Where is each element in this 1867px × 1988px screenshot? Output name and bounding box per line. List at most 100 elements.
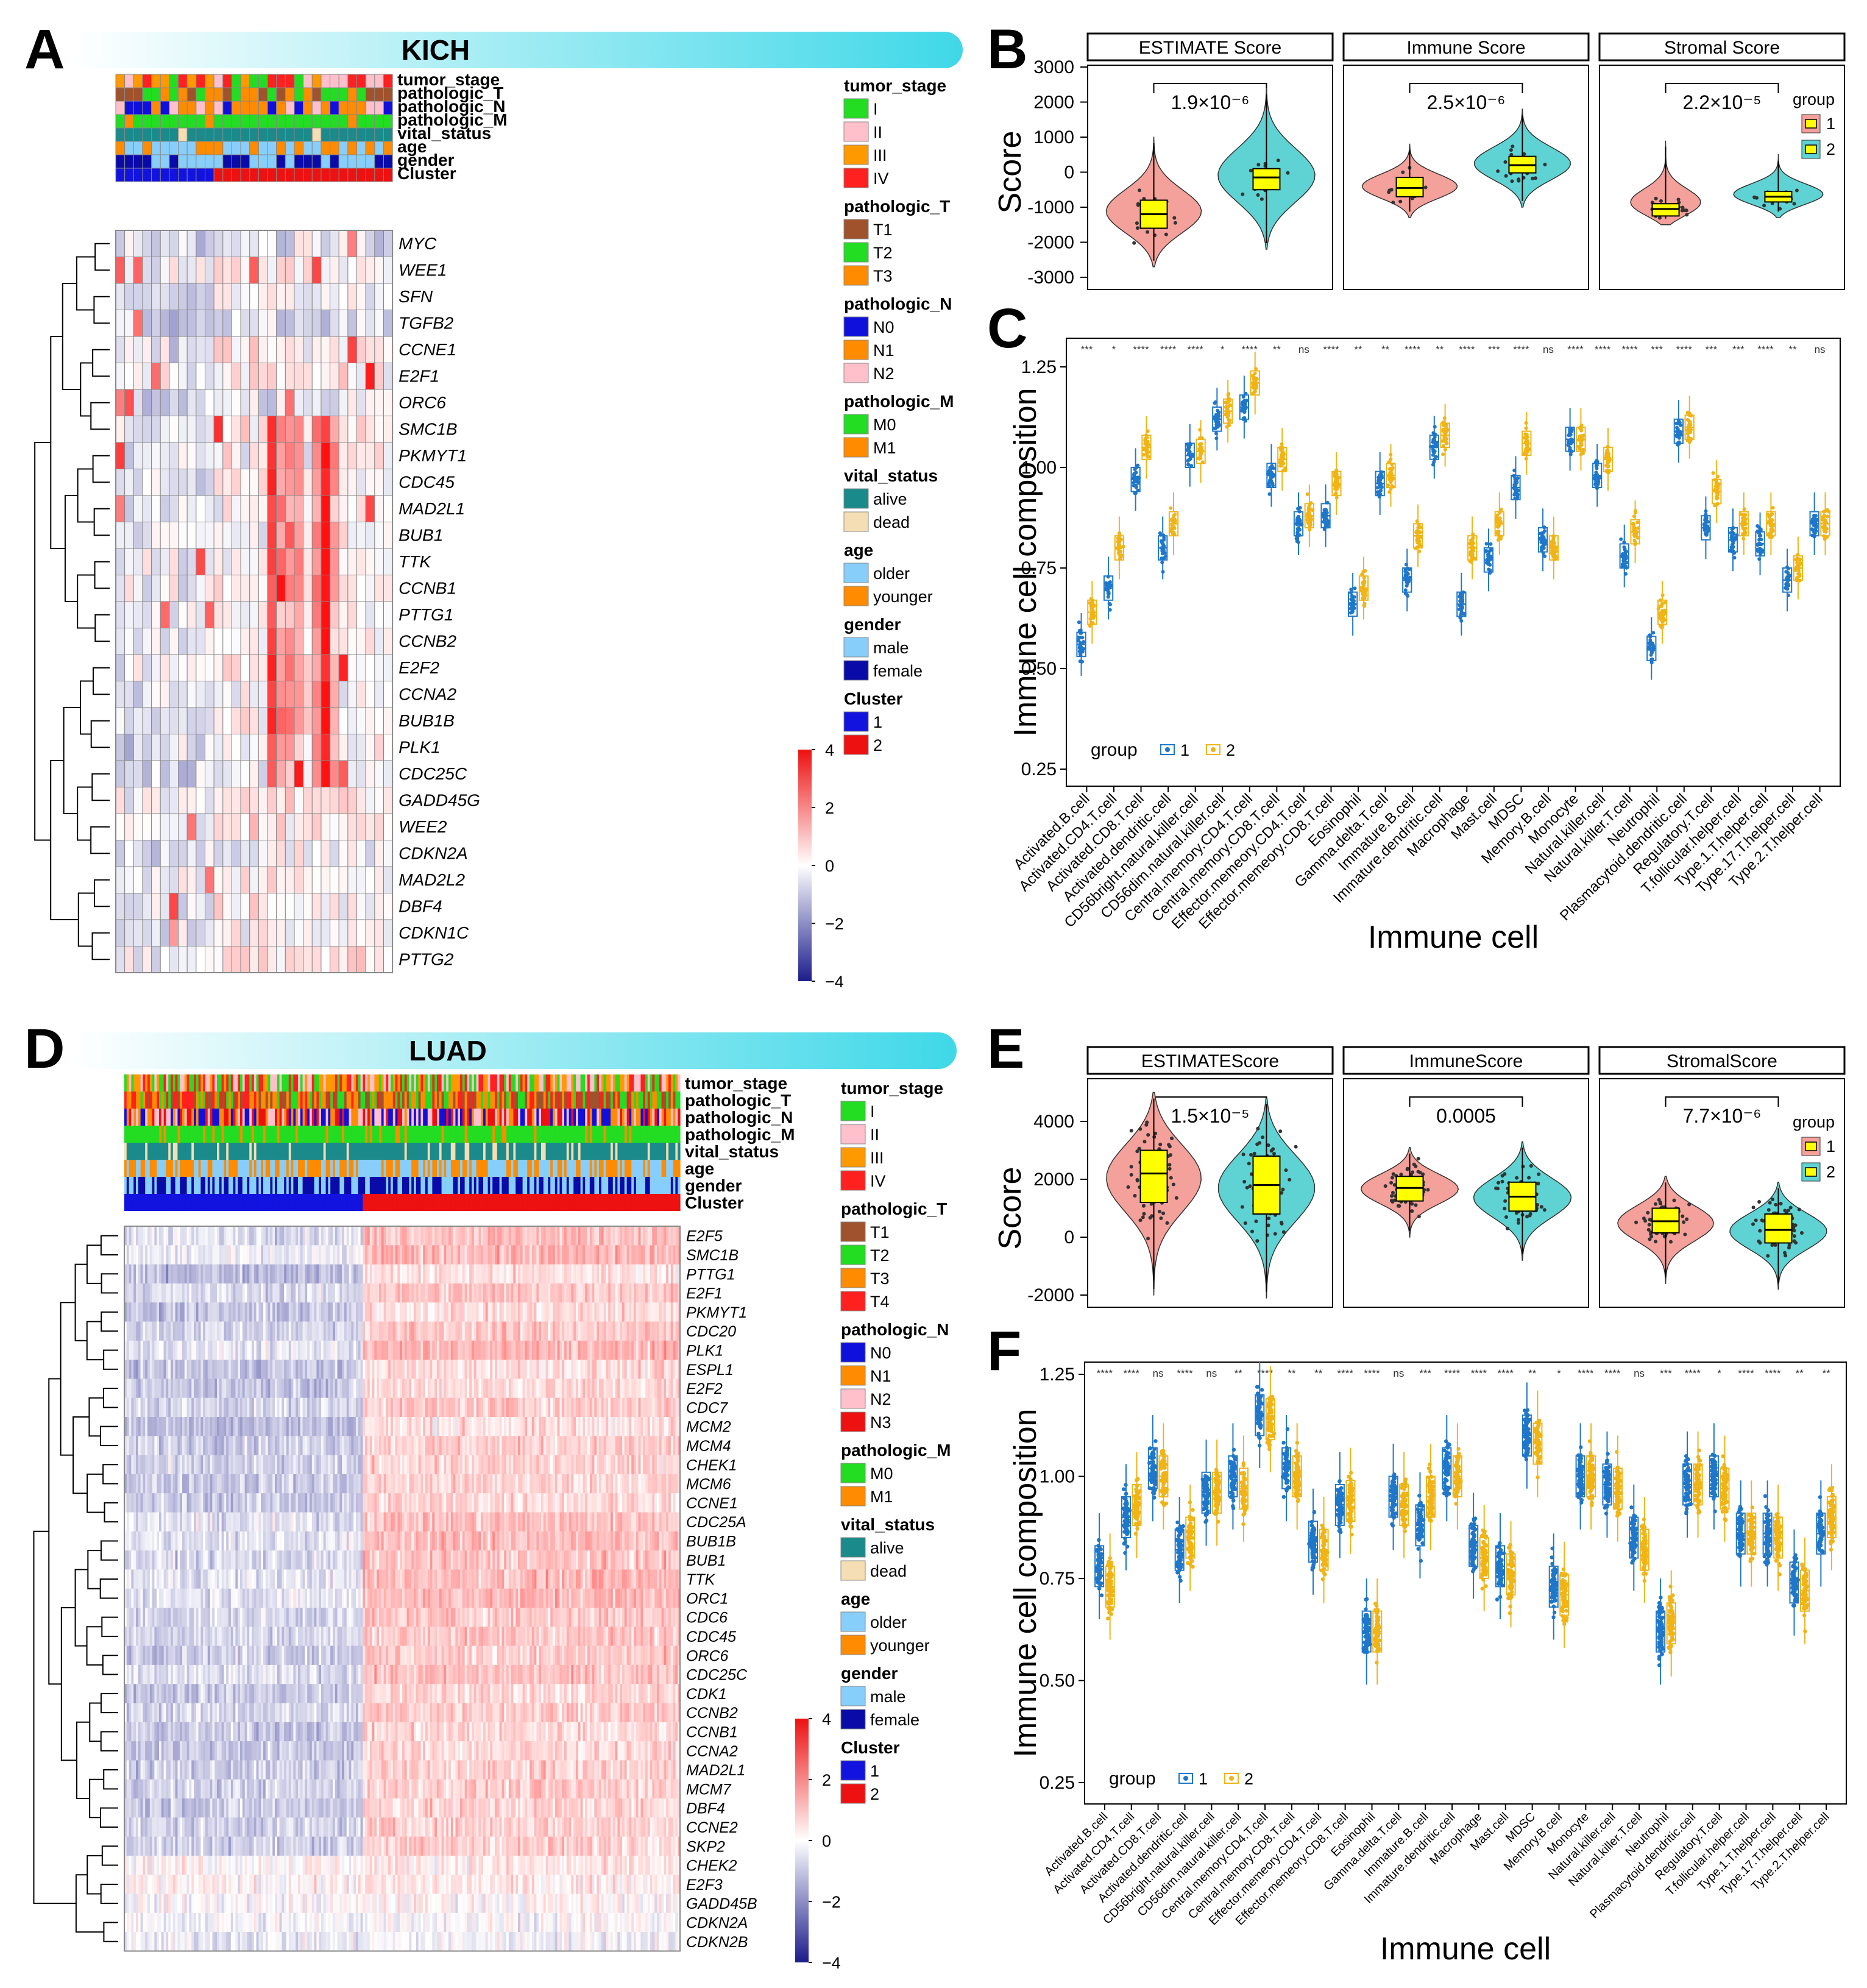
annotation-cell — [124, 1074, 127, 1092]
annotation-cell — [200, 1109, 203, 1126]
heatmap-cell — [267, 946, 277, 973]
annotation-cell — [544, 1092, 546, 1109]
heatmap-cell — [200, 1322, 203, 1341]
heatmap-cell — [348, 230, 357, 257]
annotation-cell — [460, 1092, 462, 1109]
annotation-cell — [525, 1160, 527, 1177]
heatmap-cell — [314, 1245, 317, 1265]
annotation-cell — [636, 1092, 639, 1109]
annotation-cell — [453, 1143, 456, 1160]
annotation-cell — [247, 1109, 249, 1126]
annotation-cell — [321, 1126, 324, 1143]
annotation-cell — [416, 1143, 419, 1160]
annotation-cell — [500, 1092, 502, 1109]
heatmap-cell — [643, 1265, 645, 1284]
annotation-cell — [338, 1126, 340, 1143]
heatmap-cell — [316, 1226, 319, 1246]
heatmap-cell — [214, 1302, 217, 1322]
heatmap-cell — [587, 1283, 590, 1303]
annotation-cell — [654, 1074, 657, 1092]
annotation-cell — [393, 1126, 395, 1143]
annotation-cell — [187, 101, 196, 115]
heatmap-cell — [252, 1283, 254, 1303]
annotation-cell — [312, 1109, 314, 1126]
heatmap-cell — [650, 1322, 653, 1341]
annotation-cell — [366, 141, 375, 155]
heatmap-cell — [152, 495, 161, 522]
heatmap-cell — [182, 1341, 185, 1360]
annotation-cell — [257, 1177, 259, 1194]
heatmap-cell — [335, 1283, 338, 1303]
annotation-cell — [659, 1177, 662, 1194]
heatmap-cell — [330, 1360, 333, 1379]
heatmap-cell — [245, 1245, 247, 1265]
annotation-cell — [500, 1109, 502, 1126]
heatmap-cell — [423, 1341, 425, 1360]
heatmap-cell — [594, 1322, 597, 1341]
annotation-cell — [416, 1092, 419, 1109]
annotation-cell — [420, 1074, 423, 1092]
annotation-cell — [238, 1143, 240, 1160]
heatmap-cell — [285, 602, 294, 628]
heatmap-cell — [611, 1341, 613, 1360]
heatmap-cell — [478, 1322, 481, 1341]
heatmap-cell — [374, 1360, 377, 1379]
annotation-cell — [539, 1194, 541, 1211]
annotation-cell — [344, 1092, 347, 1109]
heatmap-cell — [388, 1322, 391, 1341]
heatmap-cell — [599, 1265, 601, 1284]
heatmap-cell — [280, 1265, 282, 1284]
heatmap-cell — [205, 469, 214, 496]
annotation-cell — [160, 115, 169, 128]
heatmap-cell — [187, 257, 196, 284]
heatmap-cell — [338, 1226, 340, 1246]
heatmap-cell — [168, 1283, 171, 1303]
annotation-cell — [391, 1074, 393, 1092]
heatmap-cell — [179, 787, 188, 814]
heatmap-cell — [254, 1302, 257, 1322]
annotation-cell — [257, 1143, 259, 1160]
heatmap-cell — [446, 1265, 448, 1284]
heatmap-cell — [277, 1360, 280, 1379]
heatmap-cell — [272, 1360, 275, 1379]
heatmap-cell — [131, 1265, 133, 1284]
heatmap-cell — [548, 1341, 550, 1360]
annotation-cell — [495, 1177, 497, 1194]
heatmap-cell — [467, 1341, 469, 1360]
scale-tick-label: −2 — [825, 915, 844, 933]
heatmap-cell — [504, 1283, 506, 1303]
heatmap-cell — [497, 1322, 500, 1341]
annotation-cell — [316, 1160, 319, 1177]
annotation-cell — [472, 1109, 474, 1126]
annotation-cell — [525, 1126, 527, 1143]
annotation-cell — [312, 74, 321, 88]
legend-item-label: T2 — [873, 244, 893, 262]
heatmap-cell — [330, 1226, 333, 1246]
annotation-cell — [460, 1074, 462, 1092]
heatmap-cell — [366, 495, 375, 522]
annotation-cell — [648, 1177, 650, 1194]
heatmap-cell — [629, 1302, 631, 1322]
banner-luad-label: LUAD — [409, 1035, 487, 1067]
annotation-cell — [569, 1160, 572, 1177]
gene-label: SMC1B — [399, 419, 457, 438]
annotation-cell — [525, 1177, 527, 1194]
legend-item-label: T1 — [873, 221, 893, 239]
annotation-cell — [154, 1177, 157, 1194]
heatmap-cell — [294, 761, 303, 787]
annotation-cell — [335, 1126, 338, 1143]
heatmap-cell — [166, 1341, 168, 1360]
heatmap-cell — [270, 1226, 272, 1246]
annotation-cell — [187, 1126, 190, 1143]
heatmap-cell — [196, 363, 205, 390]
heatmap-cell — [249, 1341, 252, 1360]
heatmap-cell — [513, 1283, 515, 1303]
legend-item-label: alive — [873, 490, 907, 508]
heatmap-cell — [523, 1265, 525, 1284]
heatmap-cell — [351, 1265, 353, 1284]
heatmap-cell — [175, 1283, 178, 1303]
heatmap-cell — [397, 1322, 400, 1341]
heatmap-cell — [289, 1360, 291, 1379]
legend-item-label: 2 — [873, 736, 882, 754]
heatmap-cell — [196, 1265, 199, 1284]
